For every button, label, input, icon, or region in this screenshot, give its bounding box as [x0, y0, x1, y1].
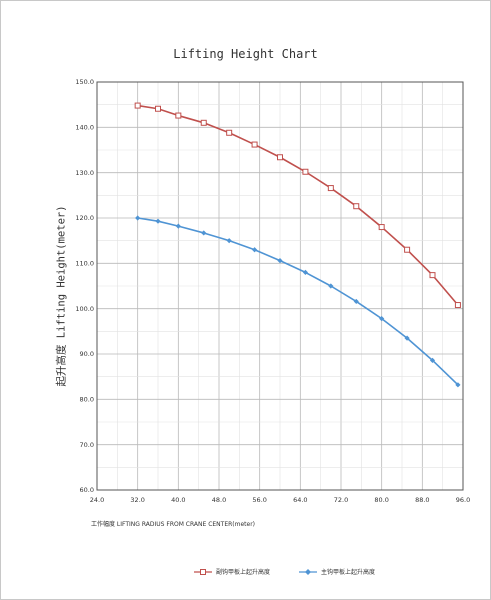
legend-square-marker-icon	[194, 568, 212, 575]
y-tick-label: 120.0	[75, 214, 94, 222]
data-point-series-2	[328, 283, 334, 289]
x-tick-label: 80.0	[374, 496, 388, 504]
data-point-series-1	[134, 102, 141, 109]
y-tick-label: 150.0	[75, 78, 94, 86]
data-point-series-2	[135, 215, 141, 221]
y-tick-label: 60.0	[80, 486, 94, 494]
legend-label-series-1: 副钩甲板上起升高度	[216, 569, 271, 576]
data-point-series-2	[379, 316, 385, 322]
x-tick-label: 96.0	[456, 496, 470, 504]
data-point-series-2	[429, 357, 436, 363]
y-tick-label: 130.0	[75, 169, 94, 177]
legend-item-series-1: 副钩甲板上起升高度	[194, 567, 270, 576]
data-point-series-1	[302, 168, 309, 175]
data-point-series-1	[353, 203, 360, 210]
x-axis-label: 工作幅度 LIFTING RADIUS FROM CRANE CENTER(me…	[91, 521, 256, 528]
data-point-series-1	[327, 185, 334, 192]
data-point-series-1	[277, 154, 283, 161]
data-point-series-2	[251, 247, 258, 253]
data-point-series-2	[226, 238, 232, 244]
x-tick-label: 48.0	[212, 496, 226, 504]
data-point-series-1	[404, 246, 411, 253]
data-point-series-1	[175, 112, 182, 119]
data-point-series-1	[226, 129, 233, 136]
data-point-series-1	[200, 119, 207, 126]
data-point-series-1	[378, 224, 385, 231]
legend-item-series-2: 主钩甲板上起升高度	[299, 567, 375, 576]
x-tick-label: 88.0	[415, 496, 429, 504]
y-tick-label: 140.0	[75, 124, 94, 132]
x-tick-label: 56.0	[252, 496, 266, 504]
plot-border	[96, 81, 464, 491]
data-point-series-2	[201, 230, 207, 236]
y-tick-label: 80.0	[80, 396, 94, 404]
series-line-1	[137, 104, 459, 306]
data-point-series-2	[277, 258, 283, 264]
legend-diamond-marker-icon	[299, 568, 317, 575]
data-point-series-2	[155, 218, 161, 224]
y-tick-label: 100.0	[75, 305, 94, 313]
x-tick-label: 64.0	[293, 496, 307, 504]
data-point-series-1	[251, 141, 258, 148]
series-line-2	[137, 217, 459, 386]
data-point-series-2	[404, 335, 410, 341]
x-tick-label: 32.0	[130, 496, 144, 504]
data-point-series-1	[429, 272, 436, 279]
chart-title: Lifting Height Chart	[173, 47, 318, 61]
y-tick-label: 110.0	[75, 260, 94, 268]
data-point-series-2	[353, 298, 359, 305]
data-point-series-2	[455, 382, 461, 388]
data-point-series-2	[302, 269, 309, 275]
data-point-series-1	[454, 302, 461, 309]
data-point-series-2	[175, 223, 181, 229]
x-tick-label: 40.0	[171, 496, 185, 504]
x-tick-label: 72.0	[334, 496, 348, 504]
y-tick-label: 90.0	[80, 350, 94, 358]
y-tick-label: 70.0	[80, 441, 94, 449]
legend-label-series-2: 主钩甲板上起升高度	[321, 569, 376, 576]
x-tick-label: 24.0	[90, 496, 104, 504]
data-point-series-1	[155, 105, 161, 112]
